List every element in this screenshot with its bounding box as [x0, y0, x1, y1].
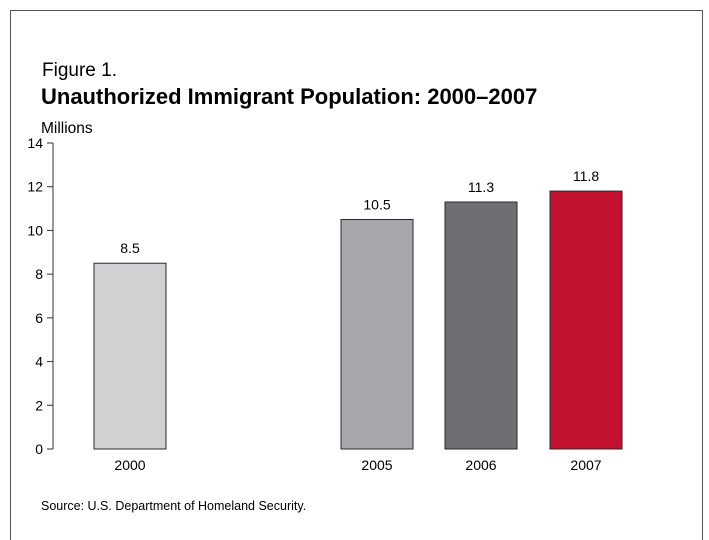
value-label-2005: 10.5: [363, 197, 390, 213]
y-tick-label-12: 12: [27, 179, 43, 195]
value-label-2007: 11.8: [573, 168, 599, 184]
bar-2005: [340, 219, 414, 450]
figure-title: Unauthorized Immigrant Population: 2000–…: [41, 84, 538, 109]
x-tick-label-2007: 2007: [570, 457, 601, 473]
source-note: Source: U.S. Department of Homeland Secu…: [41, 499, 307, 513]
y-tick-label-8: 8: [35, 266, 43, 282]
value-label-2000: 8.5: [120, 240, 140, 256]
y-tick-label-0: 0: [35, 441, 43, 457]
x-tick-label-2006: 2006: [465, 457, 496, 473]
y-tick-label-10: 10: [27, 222, 43, 238]
figure-frame: [10, 10, 703, 540]
value-label-2006: 11.3: [468, 179, 494, 195]
figure-label: Figure 1.: [42, 60, 117, 81]
y-tick-label-6: 6: [35, 310, 43, 326]
y-tick-label-2: 2: [35, 397, 43, 413]
bar-2000: [93, 262, 167, 450]
y-tick-label-14: 14: [27, 135, 43, 151]
y-axis-unit-label: Millions: [41, 120, 93, 137]
x-tick-label-2005: 2005: [361, 457, 392, 473]
x-tick-label-2000: 2000: [114, 457, 145, 473]
y-tick-label-4: 4: [35, 354, 43, 370]
bar-2007: [549, 190, 623, 450]
bar-2006: [444, 201, 518, 450]
